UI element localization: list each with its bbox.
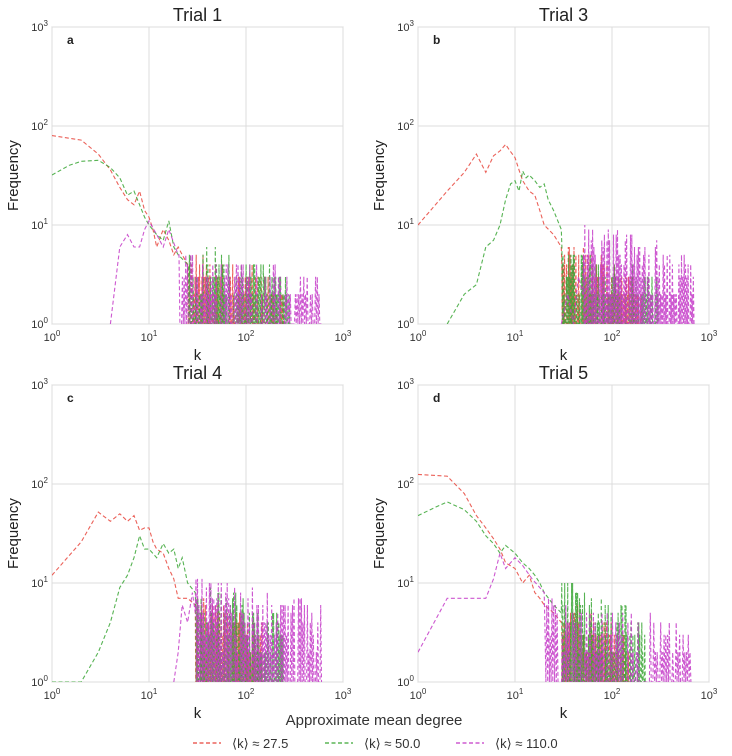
y-axis-label: Frequency — [371, 140, 388, 211]
x-tick-label: 101 — [507, 329, 524, 344]
y-tick-label: 100 — [31, 316, 48, 331]
legend-label-3: ⟨k⟩ ≈ 110.0 — [495, 736, 558, 751]
y-tick-label: 103 — [397, 19, 414, 34]
y-tick-label: 103 — [31, 19, 48, 34]
y-tick-label: 100 — [397, 674, 414, 689]
x-tick-label: 102 — [604, 329, 621, 344]
y-tick-label: 103 — [397, 377, 414, 392]
x-tick-label: 101 — [141, 329, 158, 344]
y-tick-label: 102 — [31, 476, 48, 491]
series-line-3 — [560, 224, 695, 324]
x-tick-label: 102 — [604, 687, 621, 702]
x-tick-label: 100 — [410, 329, 427, 344]
legend-title: Approximate mean degree — [286, 712, 463, 729]
x-axis-label: k — [560, 705, 568, 722]
panel-label: a — [67, 33, 74, 47]
series-group — [52, 135, 322, 324]
y-tick-label: 101 — [397, 575, 414, 590]
x-tick-label: 103 — [335, 329, 352, 344]
y-tick-label: 102 — [397, 118, 414, 133]
x-tick-label: 100 — [44, 687, 61, 702]
y-axis-label: Frequency — [371, 498, 388, 569]
x-tick-label: 103 — [701, 329, 718, 344]
series-group — [418, 473, 692, 682]
y-tick-label: 102 — [31, 118, 48, 133]
plot-area — [417, 26, 710, 325]
legend-entry-2: ⟨k⟩ ≈ 50.0 — [325, 736, 420, 751]
y-tick-label: 101 — [31, 217, 48, 232]
x-axis-label: k — [194, 347, 202, 364]
x-tick-label: 103 — [701, 687, 718, 702]
y-tick-label: 102 — [397, 476, 414, 491]
y-tick-label: 100 — [31, 674, 48, 689]
legend-label-2: ⟨k⟩ ≈ 50.0 — [364, 736, 420, 751]
series-group — [418, 143, 695, 324]
x-axis-label: k — [194, 705, 202, 722]
x-tick-label: 101 — [141, 687, 158, 702]
series-line-3 — [418, 551, 692, 682]
x-tick-label: 102 — [238, 687, 255, 702]
x-axis-label: k — [560, 347, 568, 364]
y-tick-label: 101 — [31, 575, 48, 590]
series-line-2 — [446, 169, 659, 324]
panel-title: Trial 5 — [539, 363, 588, 383]
series-group — [52, 511, 323, 682]
y-tick-label: 101 — [397, 217, 414, 232]
panel-title: Trial 1 — [173, 5, 222, 25]
panel-label: c — [67, 391, 74, 405]
y-tick-label: 103 — [31, 377, 48, 392]
x-tick-label: 100 — [410, 687, 427, 702]
panel-label: b — [433, 33, 440, 47]
legend-entry-3: ⟨k⟩ ≈ 110.0 — [456, 736, 558, 751]
series-line-3 — [173, 578, 323, 682]
plot-area — [51, 26, 344, 325]
y-tick-label: 100 — [397, 316, 414, 331]
x-tick-label: 103 — [335, 687, 352, 702]
x-tick-label: 101 — [507, 687, 524, 702]
legend: Approximate mean degree ⟨k⟩ ≈ 27.5 ⟨k⟩ ≈… — [193, 712, 558, 751]
panel-title: Trial 3 — [539, 5, 588, 25]
y-axis-label: Frequency — [5, 140, 22, 211]
legend-label-1: ⟨k⟩ ≈ 27.5 — [232, 736, 288, 751]
panel-label: d — [433, 391, 440, 405]
x-tick-label: 100 — [44, 329, 61, 344]
x-tick-label: 102 — [238, 329, 255, 344]
legend-entry-1: ⟨k⟩ ≈ 27.5 — [193, 736, 288, 751]
y-axis-label: Frequency — [5, 498, 22, 569]
panel-title: Trial 4 — [173, 363, 222, 383]
